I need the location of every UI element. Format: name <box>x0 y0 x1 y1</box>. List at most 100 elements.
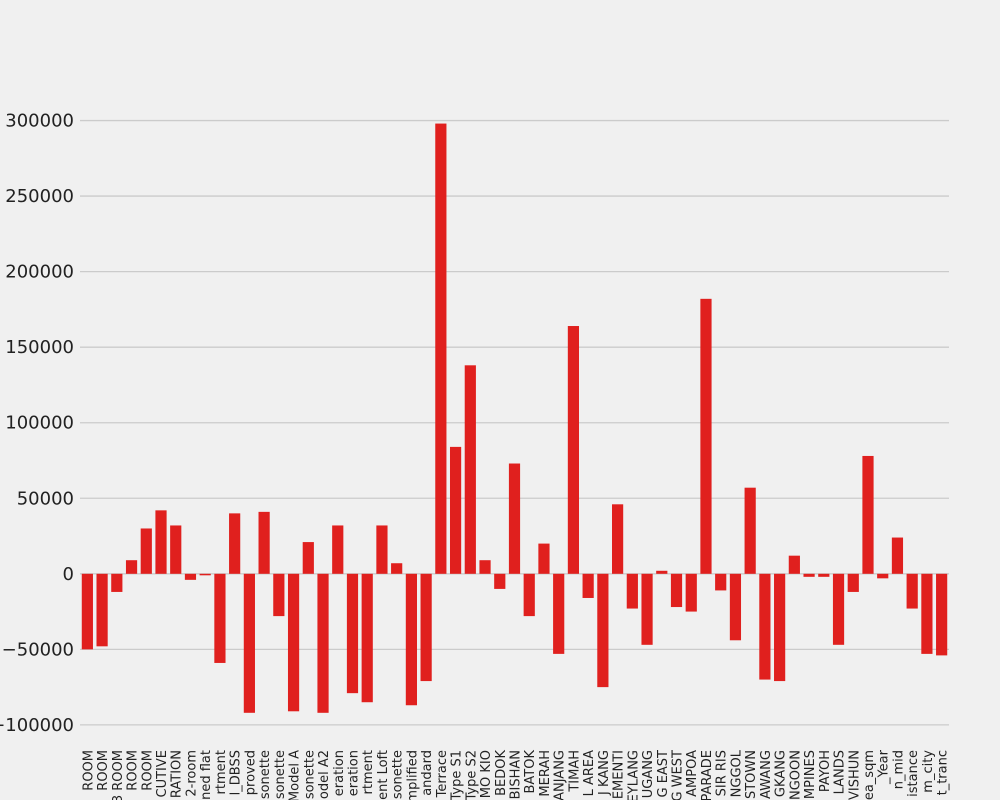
bar <box>715 573 727 591</box>
bar <box>862 455 874 574</box>
x-tick-label: istance <box>906 750 921 797</box>
bar <box>361 573 373 703</box>
x-tick-label: J KANG <box>597 750 612 796</box>
bar <box>243 573 255 713</box>
x-tick-label: ROOM <box>96 750 111 791</box>
x-tick-label: PAYOH <box>818 750 833 792</box>
bar <box>346 573 359 694</box>
bar <box>258 511 270 574</box>
x-tick-label: Model A <box>288 750 303 800</box>
x-tick-label: ROOM <box>140 750 155 791</box>
bar <box>435 123 447 574</box>
bar <box>508 463 521 574</box>
bar <box>877 573 889 579</box>
x-tick-label: m_city <box>921 750 936 793</box>
bar <box>921 573 933 654</box>
bar <box>936 573 948 656</box>
x-tick-label: G WEST <box>671 750 686 800</box>
x-tick-label: n_mid <box>891 750 906 789</box>
bar <box>523 573 535 617</box>
bar <box>464 365 476 574</box>
bar <box>729 573 742 641</box>
x-tick-label: RATION <box>170 750 185 798</box>
bar <box>111 573 123 592</box>
x-tick-label: VISHUN <box>847 750 862 800</box>
y-tick-label: 150000 <box>5 337 74 358</box>
y-tick-label: 0 <box>63 564 74 585</box>
bar <box>479 560 491 574</box>
x-tick-label: BISHAN <box>509 750 524 799</box>
bar <box>832 573 845 645</box>
x-tick-label: Type S2 <box>464 750 479 800</box>
y-tick-label: 250000 <box>5 186 74 207</box>
bar <box>567 326 580 574</box>
bar <box>641 573 653 645</box>
bar <box>184 573 197 580</box>
bar <box>287 573 300 712</box>
bar <box>818 573 830 577</box>
x-tick-label: Type S1 <box>450 750 465 800</box>
x-tick-label: ned flat <box>199 750 214 800</box>
x-tick-label: 2-room <box>184 750 199 797</box>
x-tick-label: LANDS <box>833 750 848 794</box>
bar <box>788 555 800 574</box>
x-tick-label: EMENTI <box>612 750 627 799</box>
bar <box>405 573 417 706</box>
bar <box>229 513 241 574</box>
bar <box>891 537 904 574</box>
x-tick-label: rtment <box>361 750 376 794</box>
x-tick-label: isonette <box>258 750 273 800</box>
bar <box>199 573 211 576</box>
bar <box>140 528 152 574</box>
x-tick-label: ROOM <box>81 750 96 791</box>
bar <box>847 573 859 592</box>
x-tick-label: L AREA <box>582 750 597 797</box>
x-tick-label: MO KIO <box>479 750 494 798</box>
bar <box>317 573 329 713</box>
x-tick-label: BATOK <box>523 750 538 794</box>
x-tick-label: GKANG <box>774 750 789 797</box>
bar <box>391 563 403 574</box>
bar <box>803 573 815 577</box>
bar <box>700 298 712 574</box>
x-tick-label: AWANG <box>759 750 774 799</box>
x-tick-label: 3 ROOM <box>111 750 126 800</box>
bar <box>582 573 594 598</box>
bar <box>685 573 697 612</box>
bar <box>125 560 138 574</box>
bar <box>449 446 462 574</box>
x-tick-label: mplified <box>405 750 420 800</box>
bar <box>273 573 285 617</box>
y-tick-label: 50000 <box>17 488 74 509</box>
bar <box>774 573 786 682</box>
x-tick-label: PARADE <box>700 750 715 800</box>
x-tick-label: eration <box>332 750 347 796</box>
x-tick-label: ea_sqm <box>862 750 877 800</box>
x-tick-label: l_DBSS <box>229 750 244 795</box>
x-tick-label: ANJANG <box>553 750 568 800</box>
x-tick-label: lisonette <box>273 750 288 800</box>
x-tick-label: G EAST <box>656 750 671 798</box>
bar <box>96 573 108 647</box>
x-tick-label: MPINES <box>803 750 818 799</box>
x-tick-label: ROOM <box>126 750 141 791</box>
x-tick-label: NGGOL <box>729 749 744 797</box>
bar <box>553 573 565 654</box>
bar <box>155 510 167 574</box>
bar <box>759 573 771 680</box>
x-tick-label: STOWN <box>744 750 759 799</box>
bar <box>170 525 182 574</box>
y-tick-label: 300000 <box>5 111 74 132</box>
bar <box>494 573 506 589</box>
y-tick-label: −100000 <box>0 715 74 736</box>
bar <box>214 573 226 663</box>
bar <box>376 525 388 574</box>
x-tick-label: isonette <box>302 750 317 800</box>
x-tick-label: CUTIVE <box>155 750 170 797</box>
bar <box>626 573 638 609</box>
bar <box>656 570 668 574</box>
x-tick-label: ent Loft <box>376 750 391 800</box>
x-tick-label: odel A2 <box>317 750 332 799</box>
x-tick-label: BEDOK <box>494 750 509 796</box>
